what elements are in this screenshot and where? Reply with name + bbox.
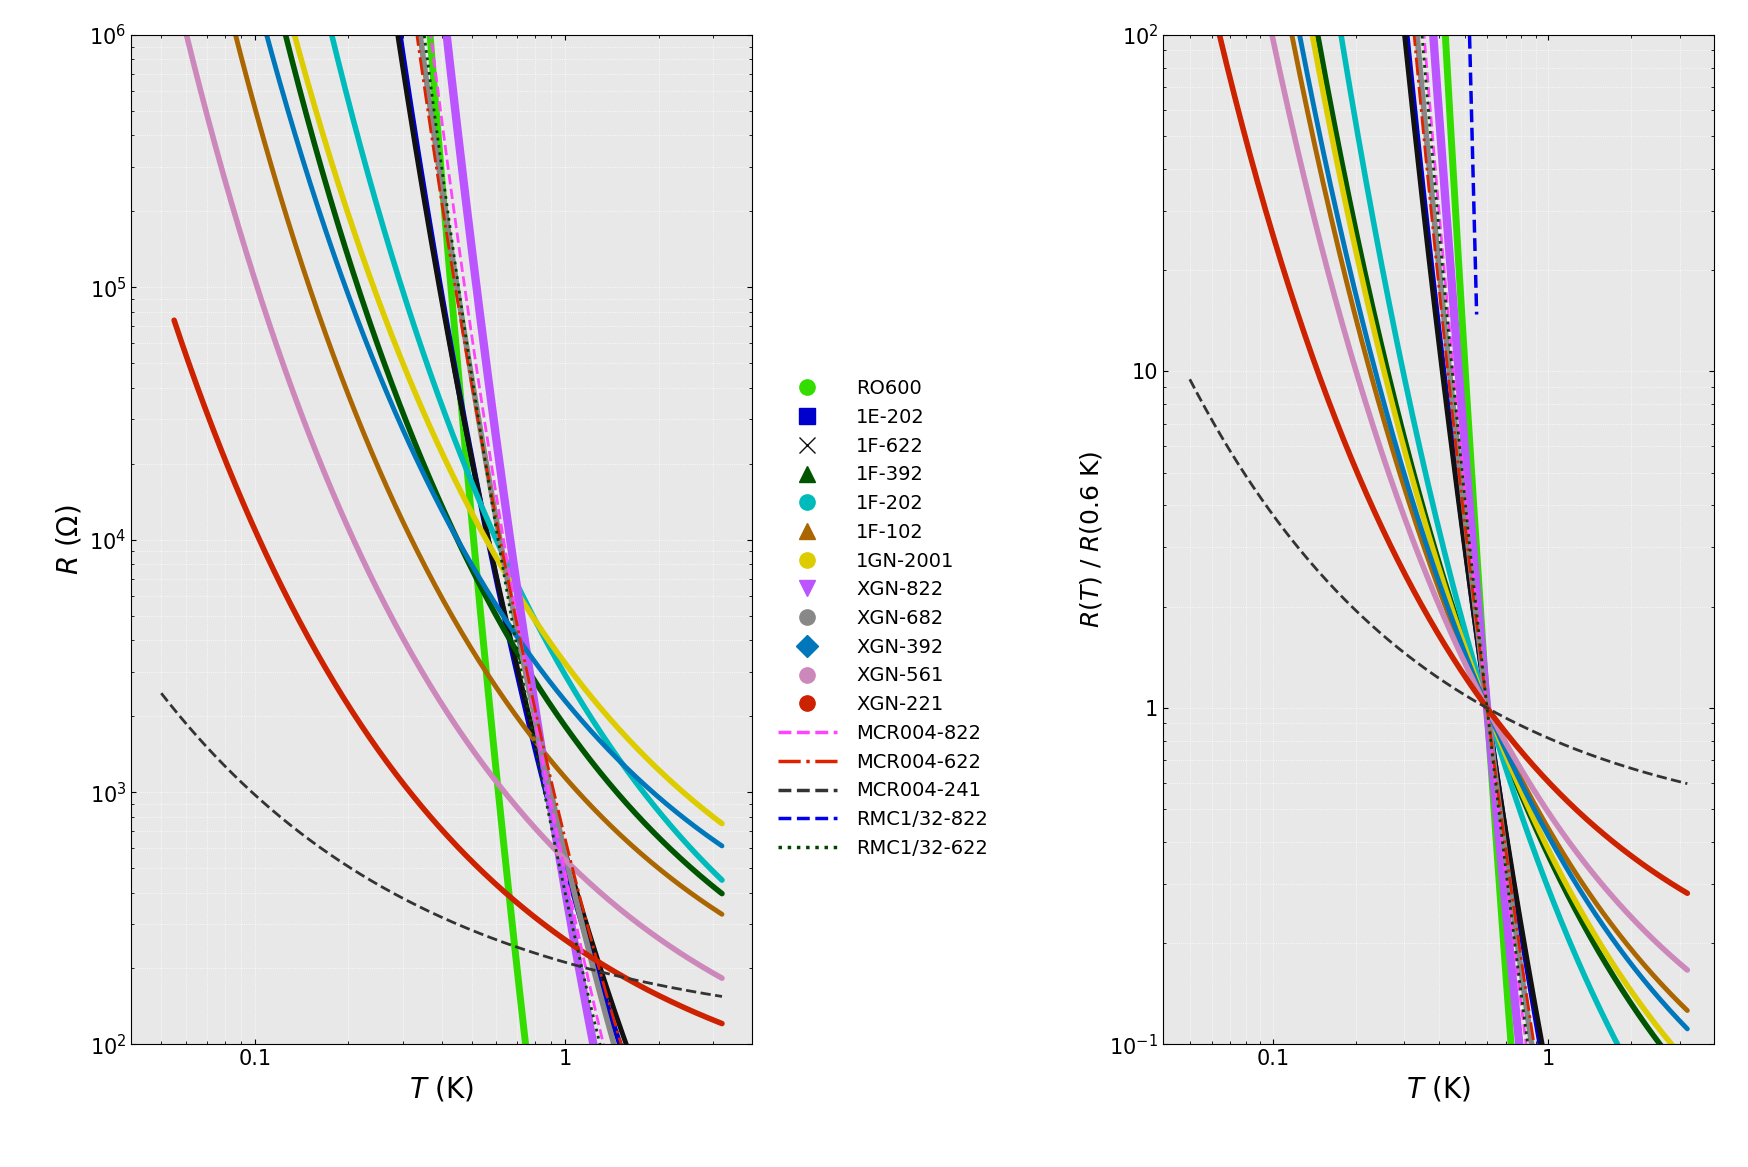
X-axis label: $T$ (K): $T$ (K) (1405, 1075, 1470, 1104)
X-axis label: $T$ (K): $T$ (K) (409, 1075, 474, 1104)
Legend: RO600, 1E-202, 1F-622, 1F-392, 1F-202, 1F-102, 1GN-2001, XGN-822, XGN-682, XGN-3: RO600, 1E-202, 1F-622, 1F-392, 1F-202, 1… (771, 371, 995, 866)
Y-axis label: $R(T)$ / $R$(0.6 K): $R(T)$ / $R$(0.6 K) (1077, 452, 1103, 628)
Y-axis label: $R$ ($\Omega$): $R$ ($\Omega$) (54, 504, 84, 575)
